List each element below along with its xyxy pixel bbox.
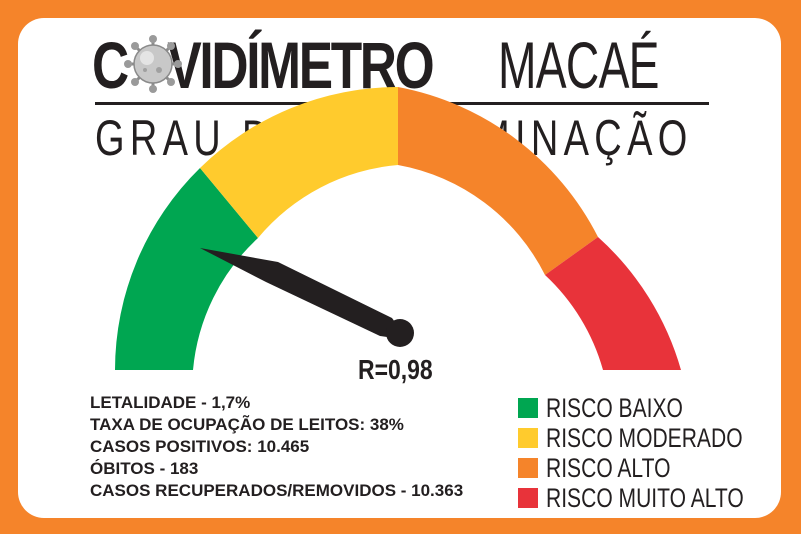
gauge-segment-high bbox=[398, 87, 598, 275]
risk-legend: RISCO BAIXO RISCO MODERADO RISCO ALTO RI… bbox=[518, 393, 800, 513]
stat-bed-occupancy: TAXA DE OCUPAÇÃO DE LEITOS: 38% bbox=[90, 415, 404, 434]
title: C VIDÍMETRO MACAÉ bbox=[92, 30, 712, 98]
gauge-segment-low bbox=[115, 168, 258, 370]
legend-swatch-high bbox=[518, 458, 538, 478]
legend-label-very-high: RISCO MUITO ALTO bbox=[546, 482, 744, 513]
gauge-needle-hub bbox=[386, 319, 414, 347]
legend-label-low: RISCO BAIXO bbox=[546, 392, 683, 423]
legend-swatch-moderate bbox=[518, 428, 538, 448]
legend-label-high: RISCO ALTO bbox=[546, 452, 671, 483]
r-value: R=0,98 bbox=[358, 354, 433, 385]
legend-swatch-low bbox=[518, 398, 538, 418]
title-bold-rest: VIDÍMETRO bbox=[167, 28, 434, 102]
legend-swatch-very-high bbox=[518, 488, 538, 508]
title-bold: C VIDÍMETRO bbox=[92, 32, 435, 98]
stat-lethality: LETALIDADE - 1,7% bbox=[90, 393, 251, 412]
legend-item-very-high: RISCO MUITO ALTO bbox=[518, 483, 800, 513]
gauge-segment-very-high bbox=[545, 237, 681, 370]
title-bold-c: C bbox=[92, 28, 129, 102]
legend-item-high: RISCO ALTO bbox=[518, 453, 800, 483]
stat-deaths: ÓBITOS - 183 bbox=[90, 459, 199, 478]
gauge-segment-moderate bbox=[200, 87, 398, 238]
title-city: MACAÉ bbox=[498, 28, 660, 102]
stat-recovered: CASOS RECUPERADOS/REMOVIDOS - 10.363 bbox=[90, 481, 464, 500]
legend-item-low: RISCO BAIXO bbox=[518, 393, 800, 423]
gauge-needle bbox=[200, 248, 408, 340]
legend-item-moderate: RISCO MODERADO bbox=[518, 423, 800, 453]
coronavirus-icon bbox=[124, 35, 182, 93]
legend-label-moderate: RISCO MODERADO bbox=[546, 422, 743, 453]
stat-positive-cases: CASOS POSITIVOS: 10.465 bbox=[90, 437, 310, 456]
stats-list: LETALIDADE - 1,7% TAXA DE OCUPAÇÃO DE LE… bbox=[90, 392, 463, 502]
